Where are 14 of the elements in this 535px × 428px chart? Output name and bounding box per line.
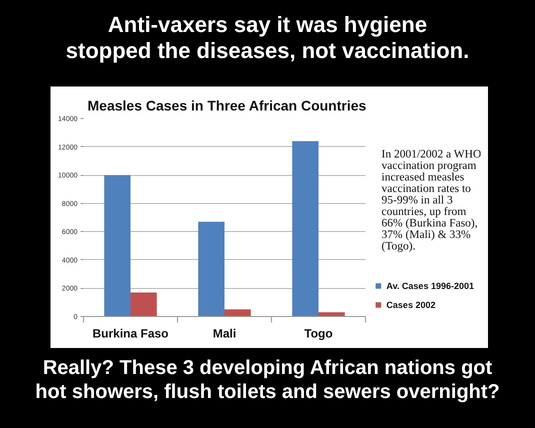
legend-label: Av. Cases 1996-2001	[386, 280, 474, 291]
x-tick-label: Togo	[304, 326, 333, 340]
text: Anti-vaxers say it was hygiene stopped the diseases, not vaccination.	[64, 12, 470, 65]
chart-title: Measles Cases in Three African Countries	[88, 98, 367, 114]
text: In 2001/2002 a WHO vaccination program increased measles vaccination rates to 95-99% in all 3 countries, up from 66% (Burkina Faso), 37% (Mali) & 33% (Togo).	[382, 148, 482, 252]
x-tick-label: Mali	[212, 326, 236, 340]
bar	[198, 222, 224, 316]
x-tick-label: Burkina Faso	[92, 326, 169, 340]
bar	[292, 141, 318, 316]
text: Really? These 3 developing African nations got hot showers, flush toilets and sewers overnight?	[34, 356, 501, 404]
bar	[130, 292, 157, 316]
bar	[224, 309, 251, 316]
bar	[104, 175, 130, 316]
legend-label: Cases 2002	[386, 299, 436, 310]
